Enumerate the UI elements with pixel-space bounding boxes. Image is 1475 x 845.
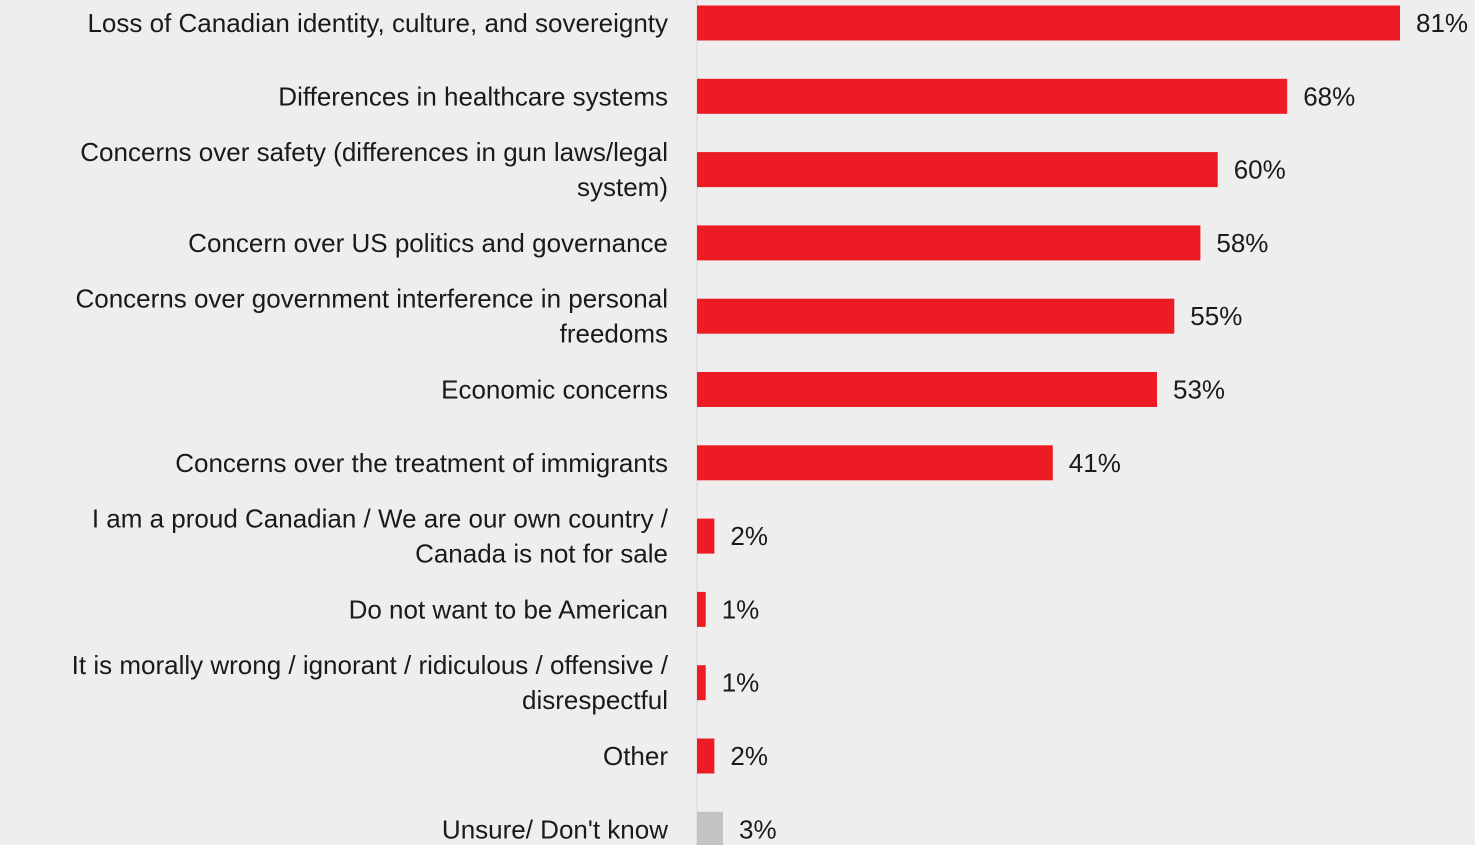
category-label-line: Canada is not for sale — [415, 539, 668, 569]
bar-3 — [697, 152, 1218, 188]
category-labels-group: Loss of Canadian identity, culture, and … — [72, 8, 669, 844]
category-label-line: Other — [603, 741, 668, 771]
category-label-1: Loss of Canadian identity, culture, and … — [87, 8, 668, 38]
bar-9 — [697, 591, 706, 627]
category-label-2: Differences in healthcare systems — [278, 81, 668, 111]
category-label-line: Concerns over government interference in… — [75, 284, 668, 314]
category-label-4: Concern over US politics and governance — [188, 228, 668, 258]
bar-11 — [697, 738, 715, 774]
category-label-5: Concerns over government interference in… — [75, 284, 668, 349]
bars-group — [697, 5, 1400, 845]
category-label-line: Economic concerns — [441, 375, 668, 405]
category-label-7: Concerns over the treatment of immigrant… — [175, 448, 668, 478]
value-label-2: 68% — [1303, 81, 1355, 111]
category-label-line: system) — [577, 172, 668, 202]
value-label-7: 41% — [1069, 448, 1121, 478]
category-label-line: I am a proud Canadian / We are our own c… — [92, 504, 669, 534]
value-label-9: 1% — [722, 594, 760, 624]
bar-7 — [697, 445, 1053, 481]
bar-2 — [697, 78, 1288, 114]
category-label-9: Do not want to be American — [349, 594, 668, 624]
bar-4 — [697, 225, 1201, 261]
value-label-12: 3% — [739, 814, 777, 844]
category-label-3: Concerns over safety (differences in gun… — [80, 137, 668, 202]
value-labels-group: 81% 68% 60% 58% 55% 53% 41% 2% 1% 1% 2% 3% — [722, 8, 1468, 844]
value-label-4: 58% — [1216, 228, 1268, 258]
bar-5 — [697, 298, 1175, 334]
category-label-line: disrespectful — [522, 685, 668, 715]
bar-12 — [697, 811, 723, 845]
category-label-line: Concerns over the treatment of immigrant… — [175, 448, 668, 478]
category-label-line: freedoms — [560, 319, 668, 349]
category-label-line: Concerns over safety (differences in gun… — [80, 137, 668, 167]
value-label-6: 53% — [1173, 375, 1225, 405]
category-label-6: Economic concerns — [441, 375, 668, 405]
category-label-line: Do not want to be American — [349, 594, 668, 624]
category-label-10: It is morally wrong / ignorant / ridicul… — [72, 650, 669, 715]
value-label-5: 55% — [1190, 301, 1242, 331]
bar-6 — [697, 372, 1157, 407]
category-label-line: It is morally wrong / ignorant / ridicul… — [72, 650, 669, 680]
category-label-12: Unsure/ Don't know — [442, 814, 668, 844]
category-label-8: I am a proud Canadian / We are our own c… — [92, 504, 669, 569]
value-label-3: 60% — [1234, 155, 1286, 185]
category-label-line: Concern over US politics and governance — [188, 228, 668, 258]
category-label-line: Unsure/ Don't know — [442, 814, 668, 844]
category-label-line: Differences in healthcare systems — [278, 81, 668, 111]
value-label-11: 2% — [730, 741, 768, 771]
bar-8 — [697, 518, 715, 554]
category-label-line: Loss of Canadian identity, culture, and … — [87, 8, 668, 38]
value-label-1: 81% — [1416, 8, 1468, 38]
value-label-8: 2% — [730, 521, 768, 551]
category-label-11: Other — [603, 741, 668, 771]
bar-10 — [697, 665, 706, 701]
value-label-10: 1% — [722, 668, 760, 698]
bar-1 — [697, 5, 1400, 41]
